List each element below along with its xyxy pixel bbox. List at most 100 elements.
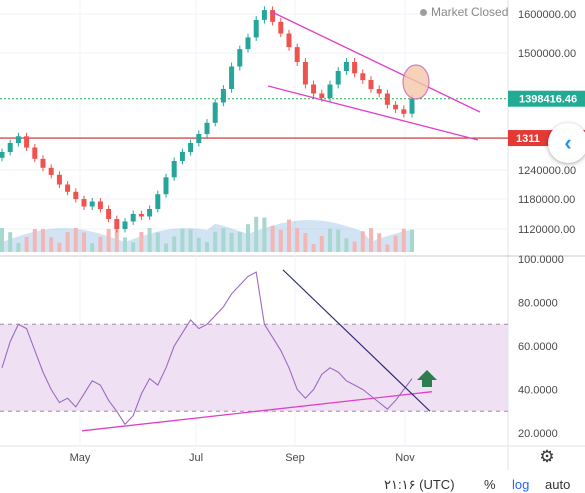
- volume-bar: [328, 228, 332, 252]
- volume-bar: [196, 237, 201, 252]
- volume-bar: [24, 236, 29, 252]
- time-axis-label: Nov: [395, 452, 415, 464]
- candle: [204, 122, 210, 135]
- rsi-tick-label: 60.0000: [518, 341, 558, 353]
- volume-bar: [147, 228, 152, 252]
- rsi-tick-label: 100.0000: [518, 254, 564, 266]
- volume-bar: [221, 228, 226, 252]
- price-tick-label: 1600000.00: [518, 9, 576, 21]
- candle: [286, 33, 292, 48]
- volume-bar: [90, 243, 95, 252]
- time-axis-label: Sep: [285, 452, 305, 464]
- candle: [114, 219, 120, 229]
- candle: [409, 98, 415, 114]
- volume-bar: [98, 236, 103, 252]
- candle: [40, 158, 46, 168]
- candle: [155, 194, 161, 209]
- volume-bar: [254, 216, 259, 252]
- candle: [147, 209, 153, 217]
- candle: [343, 62, 349, 71]
- candle: [56, 174, 62, 185]
- candle: [261, 10, 267, 20]
- price-tick-label: 1500000.00: [518, 48, 576, 60]
- percent-scale-toggle[interactable]: %: [484, 477, 496, 492]
- volume-bar: [188, 229, 193, 252]
- volume-bar: [73, 228, 78, 252]
- volume-bar: [65, 232, 70, 252]
- lower-trend-line[interactable]: [267, 85, 479, 141]
- candle: [237, 49, 243, 67]
- candle: [368, 80, 374, 89]
- volume-bar: [131, 242, 136, 252]
- volume-bar: [246, 224, 250, 252]
- gear-icon[interactable]: ⚙: [539, 447, 555, 466]
- volume-bar: [287, 219, 291, 252]
- volume-bar: [336, 229, 341, 252]
- rsi-tick-label: 20.0000: [518, 428, 558, 440]
- log-scale-toggle[interactable]: log: [512, 477, 530, 492]
- volume-bar: [0, 228, 4, 252]
- candle: [196, 134, 202, 143]
- volume-bar: [8, 232, 13, 252]
- time-zone-readout[interactable]: ۲۱:۱۶ (UTC): [384, 477, 455, 492]
- time-axis-label: May: [70, 452, 91, 464]
- volume-bar: [344, 238, 349, 252]
- candle: [48, 167, 54, 175]
- candle: [376, 89, 382, 94]
- volume-bar: [311, 244, 316, 252]
- volume-bar: [32, 229, 37, 252]
- rsi-tick-label: 40.0000: [518, 385, 558, 397]
- volume-bar: [319, 235, 324, 252]
- candle: [352, 62, 358, 74]
- candle: [97, 201, 103, 209]
- volume-bar: [16, 242, 21, 252]
- candle: [89, 201, 95, 207]
- candle: [311, 84, 317, 94]
- volume-bar: [401, 228, 406, 252]
- candle: [179, 152, 185, 161]
- candle: [7, 143, 13, 152]
- volume-bar: [114, 229, 119, 252]
- upper-trend-line[interactable]: [271, 11, 481, 113]
- candle: [122, 221, 128, 229]
- volume-bar: [106, 228, 111, 252]
- price-tick-label: 1180000.00: [518, 194, 575, 206]
- arrow-up-icon: [417, 370, 437, 387]
- candle: [270, 10, 276, 22]
- candle: [220, 89, 226, 103]
- candle: [229, 66, 235, 89]
- volume-bar: [262, 217, 267, 252]
- volume-bar: [278, 229, 283, 252]
- market-status: Market Closed: [420, 5, 508, 19]
- volume-bar: [377, 233, 382, 252]
- candle: [24, 136, 30, 148]
- auto-scale-toggle[interactable]: auto: [545, 477, 571, 492]
- scroll-to-realtime-button[interactable]: ‹: [548, 123, 585, 163]
- support-tag-label: 1311: [516, 133, 540, 145]
- rsi-support-trend-line[interactable]: [81, 391, 433, 432]
- time-axis-label: Jul: [189, 452, 203, 464]
- volume-bar: [352, 241, 357, 252]
- candle: [32, 147, 38, 159]
- price-tick-label: 1120000.00: [518, 224, 575, 236]
- candle: [81, 199, 87, 207]
- rsi-resistance-trend-line[interactable]: [282, 269, 431, 412]
- volume-bar: [57, 242, 62, 252]
- volume-bar: [139, 231, 144, 252]
- volume-bar: [410, 229, 414, 252]
- volume-bar: [237, 231, 242, 252]
- volume-bar: [155, 232, 160, 252]
- candle: [212, 102, 218, 123]
- rsi-tick-label: 80.0000: [518, 298, 558, 310]
- price-tick-label: 1240000.00: [518, 165, 576, 177]
- candle: [138, 214, 144, 217]
- candle: [0, 152, 5, 158]
- candle: [302, 62, 308, 85]
- candle: [327, 84, 333, 98]
- candle: [294, 47, 300, 62]
- ellipse-highlight[interactable]: [402, 64, 430, 100]
- last-price-tag-label: 1398416.46: [519, 94, 577, 106]
- volume-bar: [213, 231, 218, 252]
- candle: [253, 19, 259, 38]
